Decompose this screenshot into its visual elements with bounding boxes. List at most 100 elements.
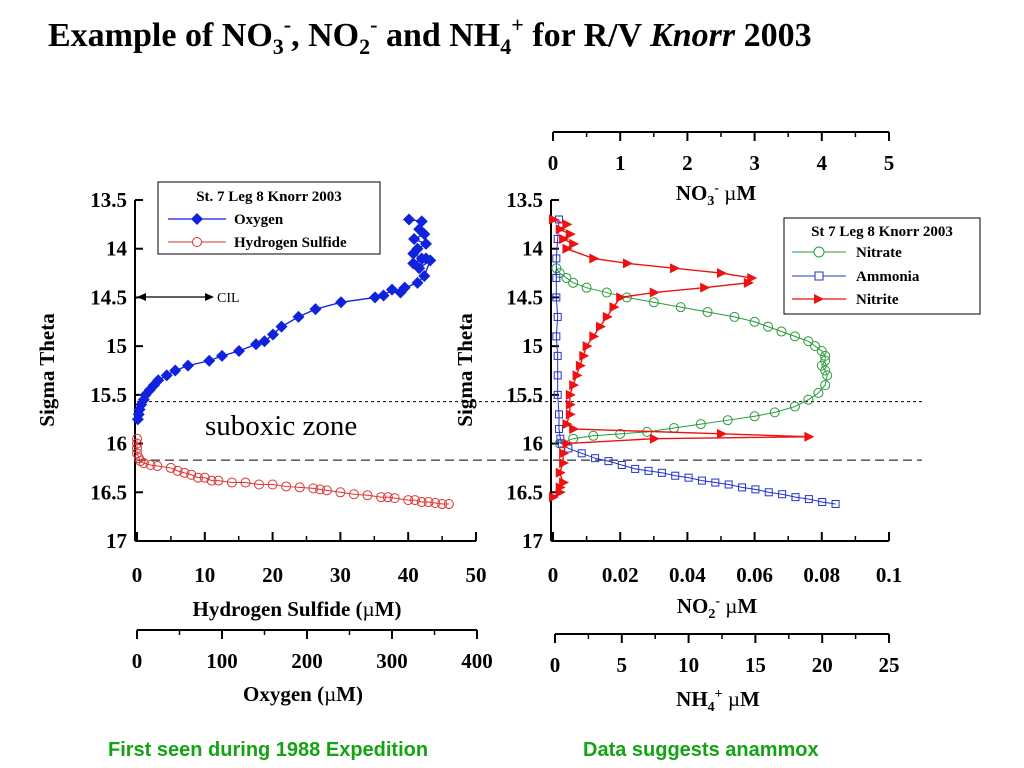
oxygen-point [413,262,426,275]
nitrate-point [749,316,760,327]
ammonia-line [555,219,836,505]
right-y-tick-label: 16 [522,432,543,456]
nitrate-point [810,341,821,352]
left-y-tick-label: 14 [106,237,128,261]
nitrite-point [575,360,586,371]
h2s-axis-tick-label: 10 [194,563,215,587]
nitrite-point [669,263,680,274]
left-legend: St. 7 Leg 8 Knorr 2003 Oxygen Hydrogen S… [157,181,381,255]
hydrogen-sulfide-point [382,492,393,503]
nitrite-point [565,409,576,420]
ammonia-point [555,410,564,419]
hydrogen-sulfide-point [443,498,454,509]
left-y-tick-label: 16 [106,432,127,456]
nitrate-point [581,282,592,293]
nitrite-point [582,341,593,352]
right-y-tick-label: 17 [522,529,543,553]
nitrite-point [572,370,583,381]
nitrite-point [549,492,559,503]
nitrate-point [695,419,706,430]
nitrite-point [555,487,566,498]
no2-axis-tick-label: 0.04 [669,563,706,587]
nitrite-point [616,292,627,303]
nitrite-point [555,467,566,478]
hydrogen-sulfide-point [362,490,373,501]
no2-axis-tick-label: 0.08 [803,563,840,587]
ammonia-point [553,312,562,321]
ammonia-point [556,434,565,443]
ammonia-point [764,488,773,497]
ammonia-point [552,332,561,341]
nitrite-point [589,253,600,264]
oxygen-point [424,254,437,267]
nh4-axis-tick-label: 20 [812,653,833,677]
right-y-tick-label: 15.5 [506,383,543,407]
hydrogen-sulfide-point [423,497,434,508]
oxygen-axis-tick-label: 100 [206,649,238,673]
left-y-tick-label: 14.5 [90,285,127,309]
caption-left: First seen during 1988 Expedition [108,739,428,761]
ammonia-point [577,449,586,458]
hydrogen-sulfide-point [308,483,319,494]
oxygen-point [292,310,305,323]
ammonia-legend-marker [814,271,824,281]
hydrogen-sulfide-point [376,492,387,503]
hydrogen-sulfide-point [321,485,332,496]
nitrate-point [615,428,626,439]
oxygen-point [267,328,279,341]
nitrate-point [803,336,814,347]
hydrogen-sulfide-point [132,438,142,449]
right-chart: 13.5 14 14.5 15 15.5 16 16.5 17 0 1 2 3 4 5 0 0.02 0.0… [453,131,981,715]
oxygen-point [250,338,262,351]
oxygen-point [407,247,420,260]
no2-axis-tick-label: 0.06 [736,563,773,587]
ammonia-point [671,471,680,480]
nitrate-point [763,321,774,332]
suboxic-zone-label: suboxic zone [205,410,357,442]
h2s-axis-tick-label: 0 [132,563,143,587]
nitrite-point [559,233,570,244]
hydrogen-sulfide-point [315,484,326,495]
oxygen-point [418,269,431,282]
page-title: Example of NO3-, NO2- and NH4+ for R/V K… [48,12,812,59]
ammonia-point [644,466,653,475]
oxygen-point [411,276,424,289]
nh4-axis-label: NH4+ µM [676,687,760,715]
hydrogen-sulfide-point [132,433,142,444]
left-y-tick-label: 15.5 [90,383,127,407]
oxygen-point [309,303,322,316]
nitrite-point [569,380,580,391]
ammonia-point [791,493,800,502]
hydrogen-sulfide-point [409,495,420,506]
no3-axis-tick-label: 3 [749,151,760,175]
right-legend-nitrate: Nitrate [856,245,902,261]
hydrogen-sulfide-point [186,469,197,480]
ammonia-point [724,480,733,489]
oxygen-axis-tick-label: 300 [376,649,408,673]
nitrite-point [549,214,559,225]
no2-axis-label: NO2- µM [677,594,758,622]
hydrogen-sulfide-point [430,498,441,509]
left-legend-title: St. 7 Leg 8 Knorr 2003 [196,189,342,205]
nitrate-point [816,360,827,371]
no2-axis-tick-label: 0.1 [876,563,902,587]
ammonia-point [552,293,561,302]
hydrogen-sulfide-point [213,475,224,486]
no2-axis-tick-label: 0.02 [602,563,639,587]
nitrite-point [562,438,573,449]
h2s-axis-tick-label: 30 [330,563,351,587]
nitrate-point [601,287,612,298]
ammonia-point [553,390,562,399]
ammonia-point [604,457,613,466]
nitrate-point [729,311,740,322]
nitrite-point [743,277,754,288]
nitrate-point [820,355,831,366]
hydrogen-sulfide-point [132,443,142,454]
oxygen-point [420,237,432,250]
nitrate-point [561,272,572,283]
right-legend-ammonia: Ammonia [856,269,920,285]
nitrite-point [700,282,711,293]
nitrate-point [722,415,733,426]
ammonia-point [697,476,706,485]
no3-axis-tick-label: 5 [884,151,895,175]
